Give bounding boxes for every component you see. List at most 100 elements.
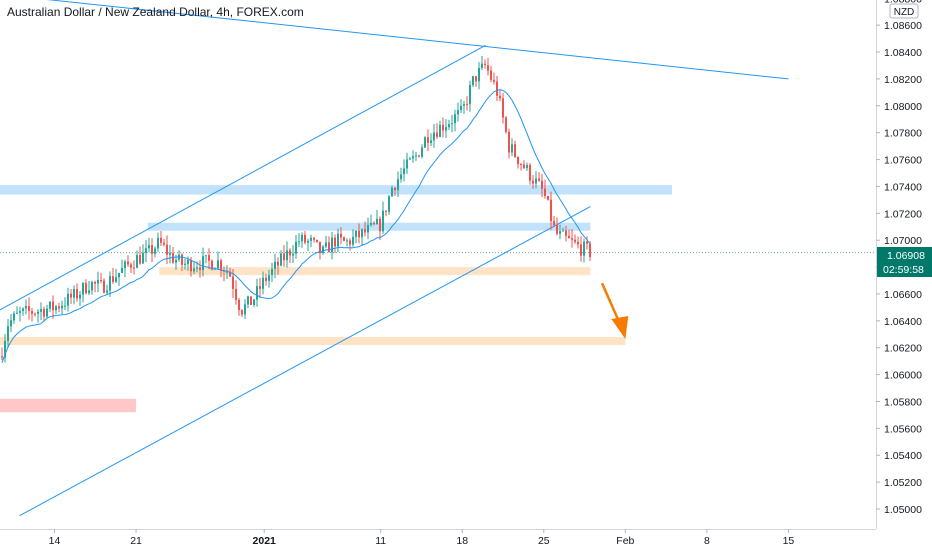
candle-body[interactable] xyxy=(10,320,12,327)
candle-body[interactable] xyxy=(457,110,459,115)
candle-body[interactable] xyxy=(379,218,381,232)
candle-body[interactable] xyxy=(307,240,309,243)
candle-body[interactable] xyxy=(196,267,198,269)
candle-body[interactable] xyxy=(334,237,336,247)
candle-body[interactable] xyxy=(520,164,522,166)
candle-body[interactable] xyxy=(385,210,387,212)
candle-body[interactable] xyxy=(121,268,123,273)
candle-body[interactable] xyxy=(238,299,240,311)
candle-body[interactable] xyxy=(556,224,558,234)
price-axis[interactable]: 1.05000 1.05200 1.05400 1.05600 1.05800 1.060… xyxy=(876,0,922,516)
candle-body[interactable] xyxy=(454,114,456,124)
candle-body[interactable] xyxy=(61,305,63,309)
candle-body[interactable] xyxy=(31,311,33,314)
candle-body[interactable] xyxy=(559,231,561,234)
candle-body[interactable] xyxy=(535,178,537,184)
candle-body[interactable] xyxy=(4,340,6,358)
candle-body[interactable] xyxy=(529,165,531,181)
candle-body[interactable] xyxy=(409,158,411,160)
candle-body[interactable] xyxy=(499,95,501,99)
candle-body[interactable] xyxy=(397,179,399,191)
candle-body[interactable] xyxy=(88,290,90,294)
candle-body[interactable] xyxy=(502,98,504,118)
candle-body[interactable] xyxy=(217,260,219,269)
candle-body[interactable] xyxy=(547,196,549,200)
candle-body[interactable] xyxy=(133,267,135,269)
candle-body[interactable] xyxy=(136,255,138,268)
candle-body[interactable] xyxy=(220,260,222,271)
candle-body[interactable] xyxy=(76,289,78,299)
candle-body[interactable] xyxy=(382,210,384,232)
candle-body[interactable] xyxy=(508,131,510,153)
candle-body[interactable] xyxy=(226,271,228,273)
candle-body[interactable] xyxy=(562,230,564,232)
red-zone[interactable] xyxy=(0,398,137,413)
candle-body[interactable] xyxy=(349,240,351,245)
candle-body[interactable] xyxy=(550,199,552,222)
candle-body[interactable] xyxy=(169,253,171,255)
candle-body[interactable] xyxy=(544,188,546,197)
candle-body[interactable] xyxy=(298,241,300,243)
candle-body[interactable] xyxy=(49,301,51,309)
candle-body[interactable] xyxy=(316,239,318,242)
candle-body[interactable] xyxy=(19,311,21,313)
candle-body[interactable] xyxy=(361,229,363,238)
candle-body[interactable] xyxy=(157,237,159,249)
candle-body[interactable] xyxy=(568,235,570,239)
candle-body[interactable] xyxy=(22,308,24,312)
candle-body[interactable] xyxy=(37,311,39,314)
candle-body[interactable] xyxy=(52,301,54,311)
candle-body[interactable] xyxy=(370,222,372,226)
candle-body[interactable] xyxy=(100,279,102,281)
blue-zone[interactable] xyxy=(0,185,672,195)
candle-body[interactable] xyxy=(358,230,360,238)
candle-body[interactable] xyxy=(253,299,255,305)
candle-body[interactable] xyxy=(346,240,348,242)
candle-body[interactable] xyxy=(13,313,15,321)
candle-body[interactable] xyxy=(145,248,147,253)
candle-body[interactable] xyxy=(244,304,246,315)
candle-body[interactable] xyxy=(190,259,192,272)
candle-body[interactable] xyxy=(289,250,291,256)
candle-body[interactable] xyxy=(70,293,72,298)
candle-body[interactable] xyxy=(163,242,165,245)
candle-body[interactable] xyxy=(340,233,342,238)
candle-body[interactable] xyxy=(538,178,540,181)
candle-body[interactable] xyxy=(445,127,447,131)
candle-body[interactable] xyxy=(7,326,9,341)
candle-body[interactable] xyxy=(292,253,294,256)
candle-body[interactable] xyxy=(589,243,591,257)
orange-zone[interactable] xyxy=(159,267,591,276)
candle-body[interactable] xyxy=(313,237,315,240)
candle-body[interactable] xyxy=(109,276,111,291)
candle-body[interactable] xyxy=(1,356,3,358)
candle-body[interactable] xyxy=(328,242,330,253)
candle-body[interactable] xyxy=(139,255,141,264)
candle-body[interactable] xyxy=(271,268,273,276)
candle-body[interactable] xyxy=(118,272,120,278)
candle-body[interactable] xyxy=(460,105,462,111)
candle-body[interactable] xyxy=(505,117,507,132)
candle-body[interactable] xyxy=(127,261,129,265)
candle-body[interactable] xyxy=(481,63,483,69)
candle-body[interactable] xyxy=(208,255,210,261)
candle-body[interactable] xyxy=(367,225,369,233)
candle-body[interactable] xyxy=(280,253,282,266)
candle-body[interactable] xyxy=(463,104,465,106)
candle-body[interactable] xyxy=(43,309,45,317)
candle-body[interactable] xyxy=(442,124,444,131)
candle-body[interactable] xyxy=(250,296,252,305)
candle-body[interactable] xyxy=(154,248,156,254)
time-axis[interactable]: 14 21 2021 11 18 25 Feb 8 15 xyxy=(49,529,795,547)
candle-body[interactable] xyxy=(319,241,321,254)
candle-body[interactable] xyxy=(310,237,312,241)
candle-body[interactable] xyxy=(199,267,201,270)
candle-body[interactable] xyxy=(325,242,327,247)
candle-body[interactable] xyxy=(586,241,588,244)
candle-body[interactable] xyxy=(58,306,60,309)
candle-body[interactable] xyxy=(403,168,405,175)
candle-body[interactable] xyxy=(184,263,186,265)
candle-body[interactable] xyxy=(376,218,378,225)
candle-body[interactable] xyxy=(247,296,249,305)
